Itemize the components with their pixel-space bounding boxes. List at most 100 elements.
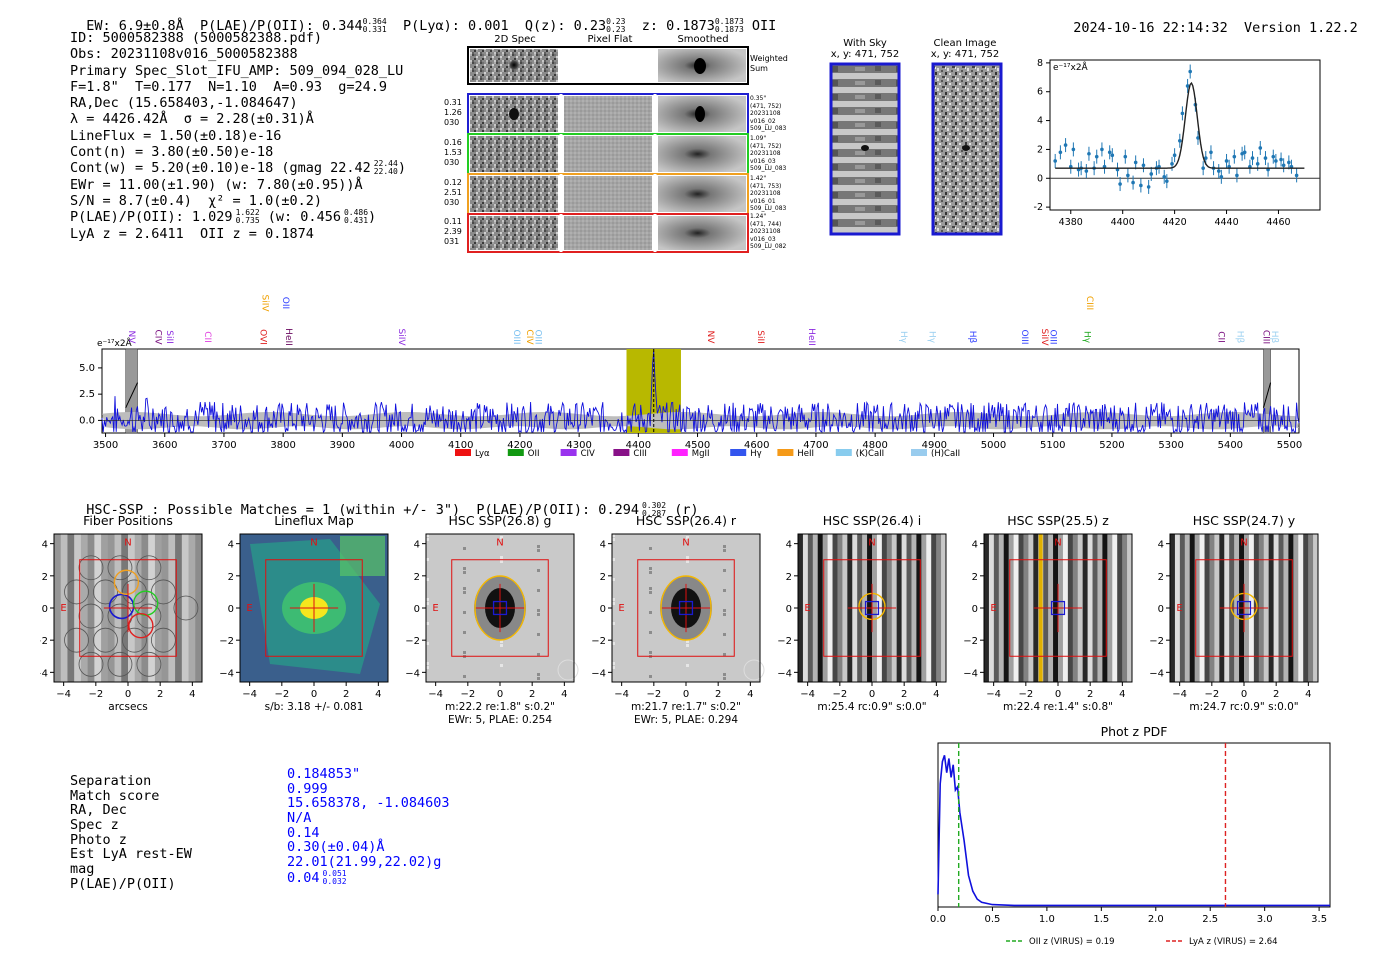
emission-label-14: HeII — [806, 328, 816, 346]
stamp-row-2-right: 1.09" (471, 752) 20231108 v016_03 509_LU_083 — [750, 135, 786, 173]
info-lineflux: LineFlux = 1.50(±0.18)e-16 — [70, 127, 282, 144]
stamp-row-1-right: 0.35" (471, 752) 20231108 v016_02 509_LU_083 — [750, 95, 786, 133]
spectrum-xtick-label-13: 4800 — [862, 440, 887, 451]
fiber-circle-1 — [107, 555, 133, 581]
gal-noise-2-3 — [537, 545, 540, 548]
stripe-6-8 — [1209, 534, 1215, 682]
gal-noise-3-21 — [649, 611, 652, 614]
gal-noise-2-6 — [500, 556, 503, 559]
hsc-xtick-label-4-1: −2 — [832, 689, 847, 700]
hsc-ytick-label-2-0: 4 — [414, 540, 420, 551]
info-redshifts: LyA z = 2.6411 OII z = 0.1874 — [70, 225, 314, 242]
zoom-xtick-label-3: 4440 — [1214, 217, 1238, 228]
spectrum-ytick-label-2: 5.0 — [79, 363, 95, 374]
stripe-4-9 — [842, 534, 848, 682]
gal-noise-3-29 — [649, 591, 652, 594]
fiber-circle-13 — [122, 627, 147, 653]
zoom-point-8 — [1087, 151, 1091, 156]
emission-label-0: NV — [126, 331, 136, 345]
stripe-4-3 — [812, 534, 819, 682]
spectrum-xtick-label-11: 4600 — [744, 440, 769, 451]
match-value-specz: N/A — [287, 810, 312, 827]
photz-curve — [937, 755, 1330, 907]
header-z: z: 0.1873 — [641, 18, 715, 34]
info-cont-n: Cont(n) = 3.80(±0.50)e-18 — [70, 144, 274, 161]
match-label-photoz: Photo z — [70, 831, 127, 848]
hsc-north-6: N — [1240, 537, 1247, 548]
r1r3: v016_02 — [750, 117, 776, 125]
stripe-6-5 — [1194, 534, 1201, 682]
hsc-ytick-label-0-4: −4 — [40, 668, 48, 679]
r1r2: 20231108 — [750, 110, 781, 117]
zoom-point-17 — [1123, 154, 1128, 159]
hsc-caption-1: s/b: 3.18 +/- 0.081 — [265, 701, 364, 713]
stamp-row-4-right: 1.24" (471, 744) 20231108 v016_03 509_LU_082 — [750, 213, 786, 251]
spectrum-legend-swatch-4 — [671, 449, 688, 456]
fiber-circle-10 — [136, 603, 162, 629]
stripe-6-22 — [1278, 534, 1284, 682]
zoom-plot-frame — [1049, 59, 1321, 211]
hsc-aperture-2 — [492, 600, 508, 616]
hsc-ytick-label-5-3: −2 — [963, 636, 978, 647]
gal-noise-2-15 — [537, 589, 540, 592]
zoom-point-30 — [1172, 153, 1177, 157]
emission-label-13: SiII — [755, 330, 765, 344]
zoom-point-27 — [1162, 175, 1167, 179]
gal-noise-2-14 — [500, 536, 503, 539]
fiber-stripe-21 — [195, 534, 203, 682]
stripe-4-27 — [931, 534, 937, 682]
hsc-search-box-1 — [265, 559, 363, 657]
gal-noise-3-3 — [723, 545, 726, 548]
stripe-5-4 — [1003, 534, 1010, 682]
gal-noise-2-2 — [500, 640, 503, 643]
stripe-6-6 — [1199, 534, 1206, 682]
hsc-ytick-label-5-0: 4 — [972, 540, 978, 551]
spectrum-xtick-label-5: 4000 — [389, 440, 414, 451]
clean-image-title: Clean Image — [933, 38, 997, 49]
stripe-6-7 — [1204, 534, 1210, 682]
spectrum-xtick-label-17: 5200 — [1099, 440, 1124, 451]
info-id: ID: 5000582388 (5000582388.pdf) — [70, 30, 322, 46]
hsc-xtick-label-6-2: 0 — [1241, 689, 1247, 700]
match-value-separation: 0.184853" — [287, 766, 361, 782]
gal-noise-2-30 — [500, 644, 503, 647]
stripe-6-4 — [1189, 534, 1196, 682]
hsc-ytick-label-0-1: 2 — [42, 572, 48, 583]
zoom-point-16 — [1118, 182, 1122, 186]
gal-noise-3-39 — [723, 677, 726, 680]
photz-pdf-chart: Phot z PDF 0.0 0.5 1.0 1.5 2.0 2.5 3.0 3.5 OII z … — [930, 724, 1331, 947]
zoom-ytick-label-3: 4 — [1037, 116, 1043, 127]
stripe-4-2 — [807, 534, 814, 682]
emission-label-9: OIII — [511, 329, 521, 344]
hsc-xtick-label-2-4: 4 — [561, 689, 567, 700]
spectrum-legend-label-3: CIII — [633, 449, 646, 459]
gal-noise-2-9 — [463, 567, 466, 570]
zoom-point-34 — [1188, 69, 1192, 74]
hsc-ytick-label-2-1: 2 — [414, 572, 420, 583]
r3r2: 20231108 — [750, 190, 781, 197]
hsc-ytick-label-6-2: 0 — [1158, 604, 1164, 615]
header-plae-sub: 0.331 — [362, 25, 387, 34]
hsc-ytick-label-5-2: 0 — [972, 604, 978, 615]
gal-noise-3-25 — [649, 675, 652, 678]
zoom-point-48 — [1242, 150, 1247, 155]
hsc-panel-2: HSC SSP(26.8) gNE−4 −2 0 2 4420−2−4m:22.2 re… — [405, 513, 579, 726]
hsc-ytick-label-5-4: −4 — [963, 668, 978, 679]
hsc-aperture-4 — [864, 600, 880, 616]
hsc-panel-1: Lineflux Map N E −4 −2 0 2 4 4 2 0 −2 −4 s/b: 3.18 +/… — [219, 513, 389, 713]
emission-label-21: CIII — [1084, 296, 1094, 310]
detection-info: ID: 5000582388 (5000582388.pdf) Obs: 202… — [70, 30, 406, 242]
fiber-fourth — [128, 612, 154, 639]
gal-noise-2-23 — [537, 569, 540, 572]
r4r4: 509_LU_082 — [750, 243, 787, 250]
hsc-north-5: N — [1054, 537, 1061, 548]
stripe-4-29 — [941, 534, 947, 682]
hsc-xtick-label-5-4: 4 — [1119, 689, 1125, 700]
spectrum-xtick-label-0: 3500 — [93, 440, 118, 451]
stamp-row-2-left: 0.16 1.53 030 — [444, 138, 462, 168]
stripe-5-7 — [1018, 534, 1024, 682]
r1r4: 509_LU_083 — [750, 125, 787, 132]
zoom-point-45 — [1232, 154, 1237, 159]
fiber-circle-3 — [64, 579, 89, 605]
hsc-xtick-label-6-1: −2 — [1204, 689, 1219, 700]
